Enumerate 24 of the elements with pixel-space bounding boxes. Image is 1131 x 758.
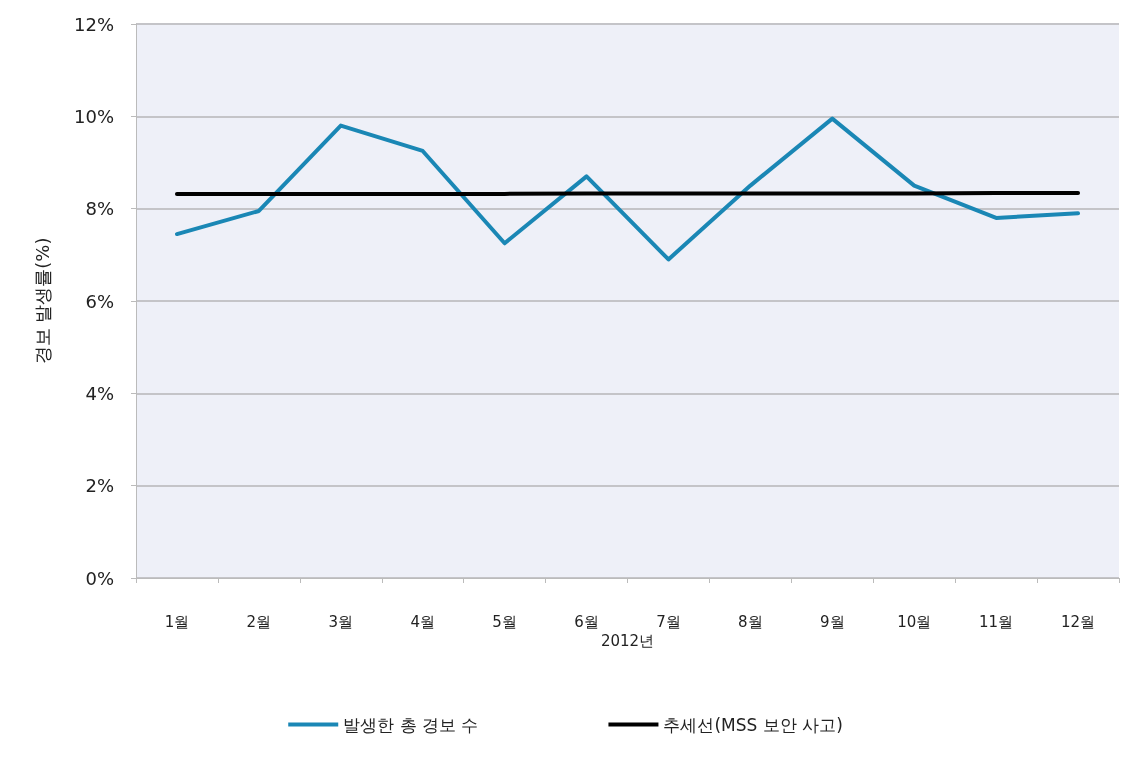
- x-tick-label: 4월: [410, 612, 435, 631]
- y-tick-label: 12%: [73, 13, 114, 35]
- y-tick-label: 8%: [85, 198, 114, 220]
- y-tick-label: 0%: [85, 567, 114, 589]
- x-tick-label: 10월: [897, 612, 932, 631]
- x-tick-label: 9월: [820, 612, 845, 631]
- y-tick-label: 4%: [85, 382, 114, 404]
- y-tick-label: 10%: [73, 105, 114, 127]
- x-tick-label: 3월: [328, 612, 354, 631]
- x-axis-title: 2012년: [600, 632, 655, 651]
- x-tick-label: 6월: [574, 612, 599, 631]
- y-tick-label: 6%: [85, 290, 114, 312]
- x-tick-label: 12월: [1060, 612, 1096, 631]
- x-tick-label: 5월: [492, 612, 517, 631]
- legend-label: 발생한 총 경보 수: [343, 714, 479, 735]
- x-tick-label: 11월: [979, 612, 1014, 631]
- line-series: [174, 116, 1081, 262]
- y-tick-label: 2%: [85, 475, 114, 497]
- x-tick-label: 7월: [656, 612, 681, 631]
- y-axis-title: 경보 발생률(%): [31, 237, 53, 365]
- x-tick-label: 8월: [738, 612, 763, 631]
- legend-label: 추세선(MSS 보안 사고): [663, 714, 843, 735]
- x-tick-label: 2월: [246, 612, 272, 631]
- x-tick-label: 1월: [164, 612, 190, 631]
